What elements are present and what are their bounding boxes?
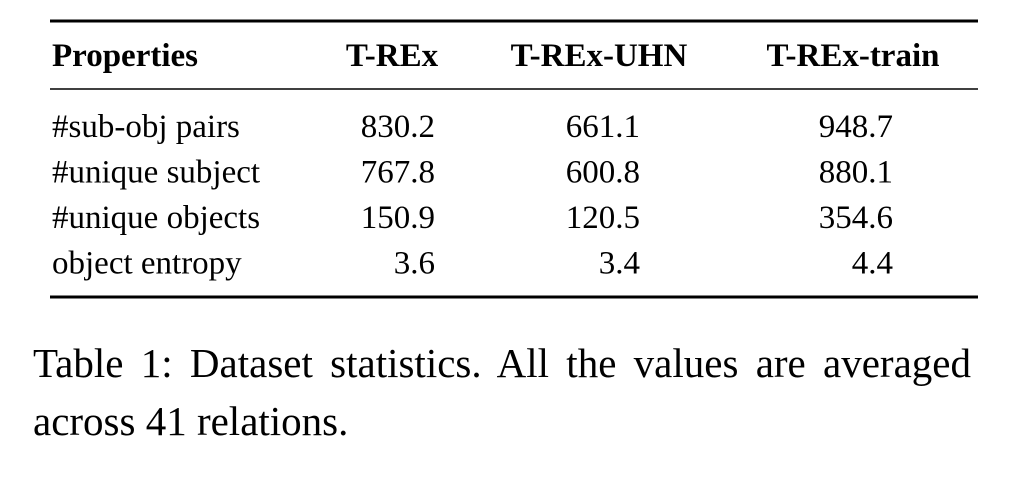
cell: 661.1 — [566, 109, 640, 145]
cell: 600.8 — [566, 155, 640, 191]
header-cell: T-REx-train — [767, 38, 940, 74]
cell: 767.8 — [361, 155, 435, 191]
table: Properties T-REx T-REx-UHN T-REx-train #sub-… — [50, 19, 978, 299]
row-label: #unique objects — [52, 200, 260, 236]
cell: 830.2 — [361, 109, 435, 145]
row-label: #unique subject — [52, 155, 260, 191]
header-cell: T-REx — [346, 38, 439, 74]
row-label: object entropy — [52, 246, 242, 282]
cell: 354.6 — [819, 200, 893, 236]
cell: 4.4 — [852, 246, 893, 282]
cell: 120.5 — [566, 200, 640, 236]
header-cell: Properties — [52, 38, 198, 74]
cell: 948.7 — [819, 109, 893, 145]
cell: 880.1 — [819, 155, 893, 191]
cell: 150.9 — [361, 200, 435, 236]
cell: 3.6 — [394, 246, 435, 282]
header-cell: T-REx-UHN — [511, 38, 688, 74]
row-label: #sub-obj pairs — [52, 109, 240, 145]
cell: 3.4 — [599, 246, 640, 282]
caption: Table 1: Dataset statistics. All the val… — [33, 340, 971, 444]
